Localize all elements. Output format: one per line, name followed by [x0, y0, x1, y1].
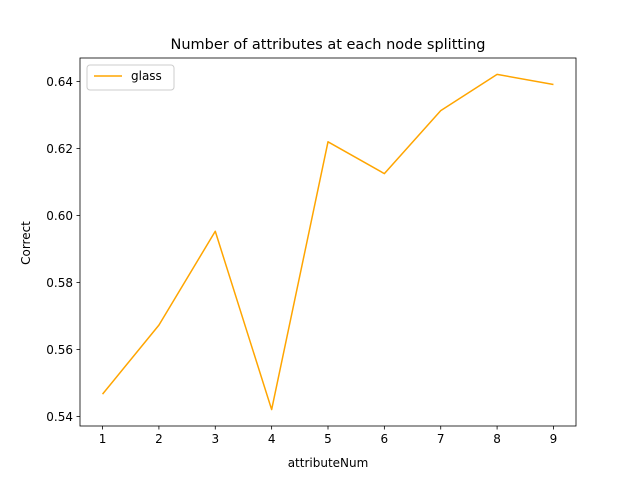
- x-tick-label: 4: [268, 432, 276, 446]
- x-tick-label: 6: [381, 432, 389, 446]
- y-axis-label: Correct: [19, 221, 33, 265]
- series-line-glass: [101, 73, 554, 411]
- chart-title: Number of attributes at each node splitt…: [170, 37, 485, 53]
- x-tick-label: 7: [437, 432, 445, 446]
- x-tick-label: 3: [211, 432, 219, 446]
- y-tick-label: 0.58: [46, 276, 73, 290]
- y-tick-label: 0.64: [46, 75, 73, 89]
- series-layer: [101, 73, 554, 411]
- y-tick-label: 0.54: [46, 410, 73, 424]
- x-axis-label: attributeNum: [288, 456, 369, 470]
- y-tick-label: 0.56: [46, 343, 73, 357]
- y-axis: 0.54 0.56 0.58 0.60 0.62 0.64: [46, 75, 80, 424]
- x-tick-label: 9: [550, 432, 558, 446]
- legend-label-glass: glass: [131, 69, 162, 83]
- x-tick-label: 2: [155, 432, 163, 446]
- y-tick-label: 0.60: [46, 209, 73, 223]
- y-tick-label: 0.62: [46, 142, 73, 156]
- x-tick-label: 8: [493, 432, 501, 446]
- x-tick-label: 1: [99, 432, 107, 446]
- x-tick-label: 5: [324, 432, 332, 446]
- legend: glass: [86, 64, 175, 91]
- legend-frame: [86, 64, 175, 91]
- x-axis: 1 2 3 4 5 6 7 8 9: [99, 426, 558, 446]
